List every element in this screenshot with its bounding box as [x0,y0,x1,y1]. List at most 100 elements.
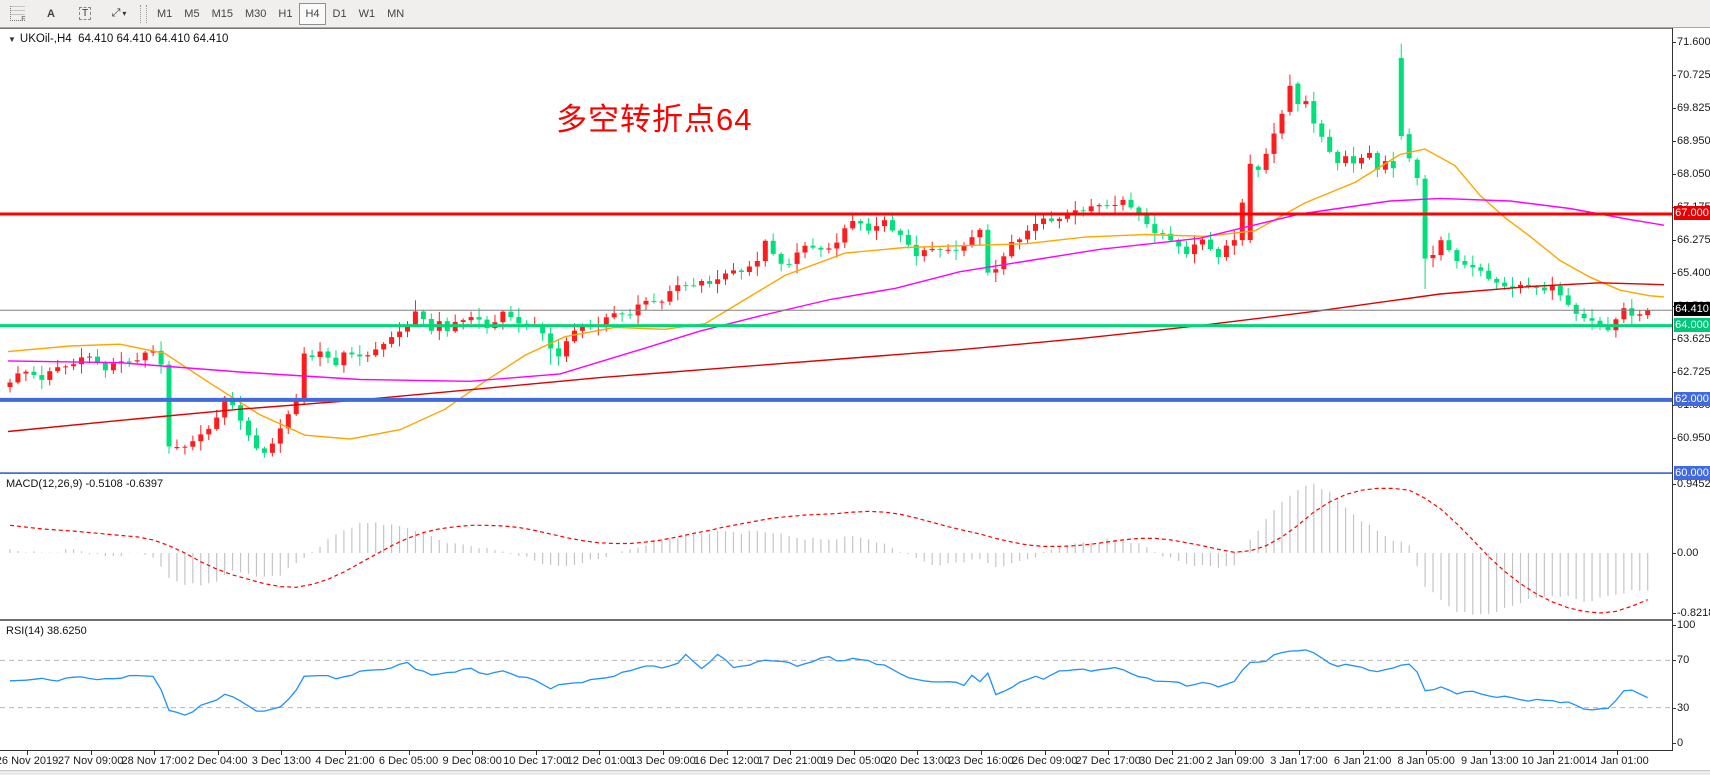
time-axis-label: 4 Dec 21:00 [315,755,375,767]
ma-slow-red [7,282,1665,433]
price-tick [1672,371,1676,373]
symbol-label: UKOil-,H4 [19,33,72,45]
price-tick [1672,173,1676,175]
text-label-button[interactable]: A [35,3,67,25]
chart-title: ▼ UKOil-,H4 64.410 64.410 64.410 64.410 [8,33,228,45]
time-axis-label: 3 Jan 17:00 [1270,755,1328,767]
toolbar-grip[interactable] [140,4,147,23]
price-tick [1672,140,1676,142]
price-tick [1672,74,1676,76]
time-axis-label: 23 Dec 16:00 [948,755,1014,767]
time-tick [1362,751,1364,755]
ma-mid-magenta [7,197,1665,383]
time-axis-label: 12 Dec 01:00 [566,755,633,767]
price-tick-label: 70.725 [1677,68,1710,81]
macd-tick-label: 0.9452 [1677,478,1710,490]
price-tick-label: 71.600 [1677,36,1710,48]
macd-chart[interactable] [0,474,1672,619]
price-badge: 64.000 [1674,317,1710,332]
time-tick [1171,751,1173,755]
time-axis-label: 30 Dec 21:00 [1139,755,1205,767]
crosshair-grid-button[interactable]: F [1,3,33,25]
rsi-tick-label: 0 [1677,737,1684,749]
timeframe-button-h4[interactable]: H4 [299,2,326,25]
timeframe-button-w1[interactable]: W1 [358,7,376,20]
time-axis-label: 20 Dec 13:00 [884,755,951,767]
price-tick [1672,239,1676,241]
macd-signal-line [9,487,1648,614]
time-tick [535,751,537,755]
rsi-tick [1672,743,1676,744]
rsi-chart[interactable] [0,621,1672,750]
time-tick [345,751,346,755]
rsi-tick [1672,660,1676,662]
price-tick [1672,42,1676,43]
time-axis[interactable]: 26 Nov 2019 27 Nov 09:00 28 Nov 17:00 2 Dec… [0,751,1710,770]
timeframe-button-h1[interactable]: H1 [278,7,293,20]
macd-tick [1672,612,1676,614]
symbol-dropdown-icon[interactable]: ▼ [8,35,16,44]
price-tick-label: 68.950 [1677,134,1710,147]
time-axis-label: 10 Dec 17:00 [503,755,569,767]
crosshair-grid-icon: F [9,6,26,23]
chevron-down-icon: ▾ [122,9,127,18]
rsi-tick-label: 100 [1677,619,1696,631]
price-tick-label: 63.625 [1677,332,1710,345]
macd-tick-label: 0.00 [1677,547,1699,559]
timeframe-button-mn[interactable]: MN [387,7,405,20]
time-axis-label: 8 Jan 05:00 [1397,755,1455,767]
time-axis-label: 26 Nov 2019 [0,755,59,767]
rsi-pane[interactable] [0,621,1672,751]
macd-tick [1672,553,1676,554]
time-tick [472,751,474,755]
time-axis-label: 6 Dec 05:00 [378,755,439,767]
time-tick [154,751,156,755]
time-tick [27,751,28,755]
time-tick [217,751,219,755]
price-axis-line [1672,28,1673,751]
timeframe-button-m30[interactable]: M30 [244,7,267,20]
price-tick-label: 68.050 [1677,167,1710,180]
timeframe-button-m15[interactable]: M15 [211,7,233,20]
time-tick [90,751,92,755]
time-axis-label: 13 Dec 09:00 [630,755,696,767]
time-tick [1299,751,1300,755]
window-bottom-edge [0,770,1710,775]
time-axis-label: 9 Dec 08:00 [442,755,502,767]
objects-button[interactable]: ⤢ ▾ [103,3,135,25]
annotation-text[interactable]: 多空转折点64 [556,102,753,137]
timeframe-button-m1[interactable]: M1 [157,7,173,20]
macd-tick [1672,484,1676,485]
time-axis-label: 26 Dec 09:00 [1011,755,1078,767]
time-axis-label: 14 Jan 01:00 [1585,755,1649,767]
time-tick [981,751,982,755]
price-chart-pane[interactable] [0,28,1672,475]
time-tick [853,751,855,755]
text-box-button[interactable]: T [69,3,101,25]
timeframe-button-d1[interactable]: D1 [332,7,347,20]
time-tick [599,751,601,755]
macd-pane[interactable] [0,474,1672,621]
rsi-tick-label: 30 [1677,701,1690,714]
timeframe-button-m5[interactable]: M5 [184,7,200,20]
price-tick-label: 65.400 [1677,266,1710,279]
toolbar: F A T ⤢ ▾ M1 M5 M15 M30 H1 H4 D1 W1 MN [0,0,1710,28]
time-tick [1044,751,1046,755]
price-badge: 64.410 [1674,302,1710,317]
time-tick [1426,751,1428,755]
time-tick [790,751,792,755]
time-axis-label: 17 Dec 21:00 [757,755,823,767]
price-tick-label: 66.275 [1677,233,1710,246]
time-tick [408,751,410,755]
time-tick [1108,751,1110,755]
price-tick-label: 60.950 [1677,431,1710,444]
price-tick [1672,338,1676,340]
time-tick [663,751,664,755]
time-tick [726,751,728,755]
time-axis-label: 6 Jan 21:00 [1333,755,1392,767]
candlestick-chart[interactable] [0,29,1672,473]
price-badge: 62.000 [1674,391,1710,406]
timeframe-bar: M1 M5 M15 M30 H1 H4 D1 W1 MN [151,2,410,25]
price-badge: 60.000 [1674,466,1710,481]
price-tick [1672,107,1676,109]
